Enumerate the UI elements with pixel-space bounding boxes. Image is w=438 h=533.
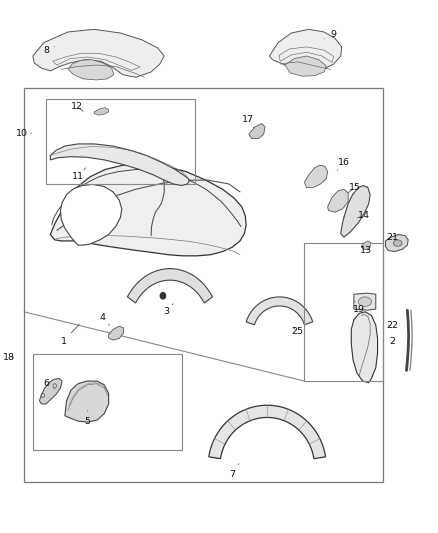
- Text: 17: 17: [241, 116, 254, 128]
- Ellipse shape: [358, 297, 371, 306]
- Polygon shape: [285, 56, 326, 76]
- Polygon shape: [33, 29, 164, 77]
- Polygon shape: [60, 184, 122, 245]
- Text: 2: 2: [383, 337, 395, 345]
- Text: 21: 21: [386, 233, 398, 241]
- Ellipse shape: [393, 240, 402, 246]
- Text: 12: 12: [71, 102, 83, 111]
- Polygon shape: [109, 326, 124, 340]
- Text: 10: 10: [16, 129, 32, 138]
- Polygon shape: [304, 165, 328, 188]
- Polygon shape: [65, 381, 109, 422]
- Polygon shape: [328, 189, 348, 212]
- Polygon shape: [50, 164, 246, 256]
- Text: 22: 22: [386, 321, 398, 329]
- Text: 14: 14: [357, 212, 370, 220]
- Bar: [46, 99, 195, 184]
- Polygon shape: [39, 378, 62, 404]
- Polygon shape: [341, 185, 370, 237]
- Text: 15: 15: [348, 183, 361, 193]
- Bar: [33, 354, 182, 450]
- Bar: [304, 243, 383, 381]
- Bar: [24, 88, 383, 482]
- Polygon shape: [351, 312, 378, 383]
- Circle shape: [160, 293, 166, 299]
- Polygon shape: [50, 144, 189, 185]
- Polygon shape: [94, 108, 109, 115]
- Polygon shape: [68, 60, 114, 80]
- Polygon shape: [127, 269, 212, 303]
- Polygon shape: [361, 241, 371, 249]
- Text: 8: 8: [43, 46, 54, 55]
- Polygon shape: [354, 293, 376, 310]
- Polygon shape: [209, 405, 325, 459]
- Text: 4: 4: [100, 313, 110, 325]
- Text: 9: 9: [325, 30, 336, 39]
- Text: 18: 18: [3, 353, 15, 361]
- Text: 5: 5: [85, 410, 91, 425]
- Text: 6: 6: [43, 379, 55, 389]
- Polygon shape: [249, 124, 265, 139]
- Polygon shape: [385, 235, 408, 252]
- Text: 7: 7: [229, 464, 239, 479]
- Text: 3: 3: [163, 304, 173, 316]
- Polygon shape: [246, 297, 313, 325]
- Text: 25: 25: [291, 327, 303, 336]
- Text: 16: 16: [337, 158, 350, 171]
- Polygon shape: [269, 29, 342, 70]
- Text: 13: 13: [360, 246, 372, 255]
- Text: 1: 1: [60, 325, 79, 345]
- Text: 19: 19: [353, 301, 365, 313]
- Text: 11: 11: [72, 168, 85, 181]
